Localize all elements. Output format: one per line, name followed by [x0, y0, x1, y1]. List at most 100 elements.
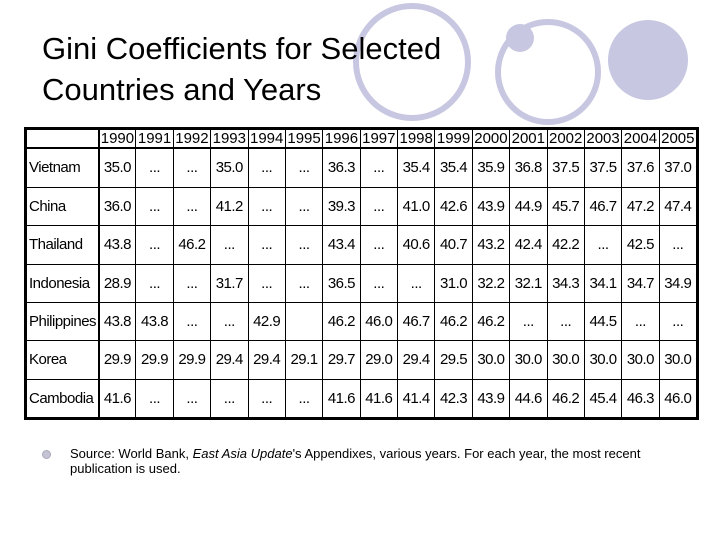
gini-value-cell: ... [359, 147, 399, 188]
gini-value-cell: 35.4 [434, 147, 473, 188]
gini-value-cell: ... [359, 225, 399, 265]
gini-value-cell: ... [247, 186, 286, 227]
gini-value-cell: 34.3 [546, 263, 585, 303]
gini-value-cell: ... [210, 225, 249, 265]
country-label: Korea [26, 340, 100, 380]
gini-value-cell: 41.0 [396, 186, 436, 227]
gini-value-cell: 29.1 [284, 340, 324, 380]
gini-value-cell: 43.9 [471, 378, 511, 419]
table-header-corner [26, 129, 100, 149]
gini-value-cell: 43.4 [322, 225, 361, 265]
gini-value-cell: ... [135, 147, 174, 188]
gini-value-cell: ... [658, 301, 698, 342]
gini-value-cell: 30.0 [583, 340, 623, 380]
gini-value-cell: 37.0 [658, 147, 698, 188]
gini-value-cell: ... [135, 186, 174, 227]
slide-title-line-2: Countries and Years [42, 72, 322, 107]
gini-value-cell: 45.7 [546, 186, 585, 227]
gini-value-cell: 35.9 [471, 147, 511, 188]
gini-value-cell: 28.9 [97, 263, 137, 303]
decoration-circle-solid-small [506, 24, 534, 52]
country-label: China [26, 186, 100, 227]
year-header: 2003 [583, 129, 623, 149]
gini-value-cell: ... [359, 263, 399, 303]
gini-value-cell: 29.0 [359, 340, 399, 380]
year-header: 2005 [658, 129, 698, 149]
gini-value-cell: ... [284, 186, 324, 227]
gini-value-cell: 41.6 [359, 378, 399, 419]
year-header: 1992 [172, 129, 212, 149]
table-row: Indonesia 28.9...... 31.7...... 36.5...... 3… [26, 263, 698, 303]
bullet-icon [42, 450, 51, 459]
gini-value-cell: 29.7 [322, 340, 361, 380]
gini-value-cell: 29.4 [210, 340, 249, 380]
gini-value-cell: 46.2 [322, 301, 361, 342]
source-prefix: Source: World Bank, [70, 446, 193, 461]
gini-value-cell: 47.4 [658, 186, 698, 227]
table-header-row: 1990 1991 1992 1993 1994 1995 1996 1997 1998 1999… [26, 129, 698, 149]
gini-value-cell: 40.7 [434, 225, 473, 265]
source-note: Source: World Bank, East Asia Update's A… [42, 446, 682, 476]
gini-value-cell: 41.4 [396, 378, 436, 419]
gini-value-cell: ... [247, 263, 286, 303]
country-label: Thailand [26, 225, 100, 265]
gini-value-cell: 44.5 [583, 301, 623, 342]
country-label: Indonesia [26, 263, 100, 303]
year-header: 2001 [509, 129, 548, 149]
gini-value-cell: ... [135, 378, 174, 419]
slide-title-line-1: Gini Coefficients for Selected [42, 31, 442, 66]
gini-value-cell: ... [247, 147, 286, 188]
gini-value-cell: 43.8 [97, 301, 137, 342]
gini-value-cell: 29.5 [434, 340, 473, 380]
gini-value-cell: 46.7 [583, 186, 623, 227]
gini-value-cell: 43.9 [471, 186, 511, 227]
table-row: China 36.0...... 41.2...... 39.3... 41.0 42.6… [26, 186, 698, 227]
gini-value-cell: ... [172, 186, 212, 227]
gini-value-cell: 34.9 [658, 263, 698, 303]
gini-value-cell: ... [284, 147, 324, 188]
gini-value-cell: ... [284, 263, 324, 303]
year-header: 2002 [546, 129, 585, 149]
gini-table-container: 1990 1991 1992 1993 1994 1995 1996 1997 1998 1999… [24, 127, 699, 420]
year-header: 1990 [97, 129, 137, 149]
gini-value-cell: ... [509, 301, 548, 342]
gini-value-cell: ... [546, 301, 585, 342]
gini-value-cell: 42.2 [546, 225, 585, 265]
gini-value-cell: ... [172, 147, 212, 188]
gini-value-cell: 46.3 [621, 378, 660, 419]
gini-value-cell: 46.0 [658, 378, 698, 419]
gini-value-cell: 36.5 [322, 263, 361, 303]
gini-value-cell: 44.9 [509, 186, 548, 227]
country-label: Vietnam [26, 147, 100, 188]
gini-value-cell: 44.6 [509, 378, 548, 419]
gini-value-cell: ... [359, 186, 399, 227]
gini-coefficient-table: 1990 1991 1992 1993 1994 1995 1996 1997 1998 1999… [26, 129, 698, 419]
gini-value-cell: 39.3 [322, 186, 361, 227]
gini-value-cell: ... [210, 301, 249, 342]
gini-value-cell: 42.9 [247, 301, 286, 342]
year-header: 1994 [247, 129, 286, 149]
gini-value-cell: 29.4 [247, 340, 286, 380]
source-suffix: 's Appendixes, various years. For each y… [70, 446, 641, 476]
gini-value-cell: 36.8 [509, 147, 548, 188]
gini-value-cell: ... [135, 225, 174, 265]
gini-value-cell: 36.3 [322, 147, 361, 188]
gini-value-cell: 30.0 [546, 340, 585, 380]
gini-value-cell: ... [210, 378, 249, 419]
year-header: 2004 [621, 129, 660, 149]
gini-value-cell: 46.0 [359, 301, 399, 342]
gini-value-cell: 41.6 [322, 378, 361, 419]
country-label: Philippines [26, 301, 100, 342]
gini-value-cell: ... [621, 301, 660, 342]
table-row: Korea 29.9 29.9 29.9 29.4 29.4 29.1 29.7 29.0 29.… [26, 340, 698, 380]
gini-value-cell: 42.4 [509, 225, 548, 265]
decoration-circle-solid-right [608, 20, 688, 100]
table-row: Thailand 43.8... 46.2......... 43.4... 40.6 4… [26, 225, 698, 265]
gini-value-cell: 47.2 [621, 186, 660, 227]
gini-value-cell: ... [172, 263, 212, 303]
country-label: Cambodia [26, 378, 100, 419]
gini-value-cell: 46.2 [172, 225, 212, 265]
gini-value-cell: 29.9 [172, 340, 212, 380]
gini-value-cell: 30.0 [621, 340, 660, 380]
year-header: 1995 [284, 129, 324, 149]
